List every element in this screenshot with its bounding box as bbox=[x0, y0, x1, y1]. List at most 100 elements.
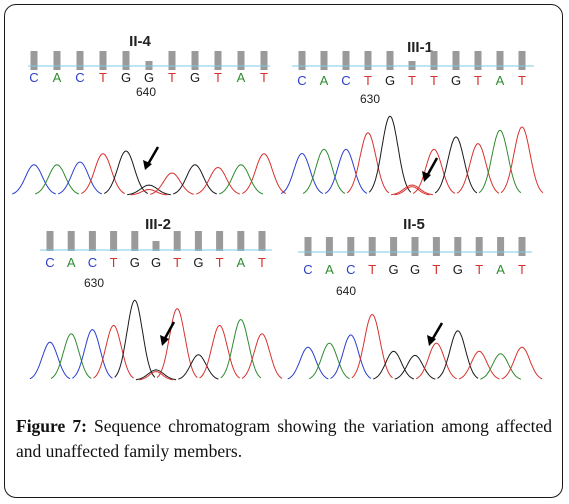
base-letter: G bbox=[193, 255, 203, 270]
base-letter: A bbox=[496, 73, 505, 88]
quality-bar bbox=[194, 231, 202, 251]
base-letter: A bbox=[53, 70, 62, 85]
quality-bar bbox=[237, 231, 245, 251]
position-label: 630 bbox=[84, 276, 104, 290]
base-letter: A bbox=[67, 255, 76, 270]
base-letter: T bbox=[475, 262, 483, 277]
trace-peak bbox=[93, 324, 134, 379]
trace-peak bbox=[241, 333, 283, 379]
position-label: 630 bbox=[360, 92, 380, 106]
trace-peak bbox=[12, 164, 56, 195]
quality-bar bbox=[67, 231, 75, 251]
base-letter: G bbox=[121, 70, 131, 85]
base-letter: T bbox=[518, 262, 526, 277]
base-letter: G bbox=[451, 73, 461, 88]
trace-peak bbox=[330, 334, 372, 379]
trace-peak bbox=[280, 152, 324, 195]
position-label: 640 bbox=[336, 284, 356, 298]
quality-bar bbox=[110, 231, 118, 251]
base-letter: G bbox=[151, 255, 161, 270]
trace-peak bbox=[346, 132, 390, 194]
trace-peak bbox=[415, 342, 457, 380]
trace-peak bbox=[72, 329, 113, 379]
figure-caption: Figure 7: Sequence chromatogram showing … bbox=[16, 414, 552, 464]
quality-bar bbox=[216, 231, 224, 251]
quality-bar bbox=[214, 51, 222, 70]
quality-bar bbox=[518, 237, 526, 256]
trace-peak bbox=[35, 164, 79, 195]
base-letter: T bbox=[518, 73, 526, 88]
arrow-shaft bbox=[425, 157, 439, 177]
quality-bar bbox=[474, 51, 482, 70]
trace-peak bbox=[114, 299, 156, 378]
base-letter: T bbox=[430, 73, 438, 88]
quality-bar bbox=[173, 231, 181, 251]
caption-label: Figure 7: bbox=[16, 416, 87, 436]
trace-peak bbox=[178, 354, 219, 380]
position-label: 640 bbox=[136, 85, 156, 99]
base-letter: T bbox=[168, 70, 176, 85]
base-letter: G bbox=[453, 262, 463, 277]
quality-bar bbox=[320, 51, 328, 70]
quality-bar bbox=[99, 51, 107, 70]
trace-peak bbox=[501, 346, 543, 380]
quality-bar bbox=[260, 51, 268, 70]
trace-peak bbox=[500, 126, 544, 194]
quality-bar bbox=[454, 237, 462, 256]
quality-bar bbox=[88, 231, 96, 251]
base-letter: C bbox=[303, 262, 312, 277]
base-letter: A bbox=[237, 70, 246, 85]
base-letter: C bbox=[341, 73, 350, 88]
quality-bar bbox=[452, 51, 460, 70]
base-letter: T bbox=[99, 70, 107, 85]
arrow-icon bbox=[427, 335, 436, 346]
variant-peak bbox=[138, 371, 174, 381]
arrow-icon bbox=[160, 335, 169, 346]
trace-peak bbox=[324, 148, 368, 194]
chromatogram-trace bbox=[280, 115, 544, 196]
quality-bar bbox=[390, 237, 398, 256]
trace-peak bbox=[368, 115, 412, 193]
quality-bar bbox=[168, 51, 176, 70]
base-letter: A bbox=[236, 255, 245, 270]
panel-title: II-4 bbox=[129, 33, 151, 50]
trace-peak bbox=[127, 184, 171, 196]
arrow-icon bbox=[143, 160, 152, 170]
base-letter: C bbox=[75, 70, 84, 85]
quality-bar bbox=[411, 237, 419, 256]
quality-bar bbox=[298, 51, 306, 70]
base-letter: A bbox=[496, 262, 505, 277]
trace-peak bbox=[412, 148, 456, 194]
arrow-shaft bbox=[162, 321, 176, 341]
base-letter: A bbox=[325, 262, 334, 277]
quality-bar bbox=[152, 241, 160, 251]
trace-peak bbox=[103, 150, 149, 194]
quality-bar bbox=[258, 231, 266, 251]
base-letter: T bbox=[173, 255, 181, 270]
quality-bar bbox=[325, 237, 333, 256]
quality-bar bbox=[347, 237, 355, 256]
quality-bar bbox=[496, 51, 504, 70]
trace-peak bbox=[308, 342, 350, 380]
base-letter: T bbox=[432, 262, 440, 277]
base-letter: T bbox=[110, 255, 118, 270]
base-letter: G bbox=[389, 262, 399, 277]
trace-peak bbox=[302, 148, 346, 194]
trace-peak bbox=[480, 353, 522, 380]
base-letter: C bbox=[346, 262, 355, 277]
trace-peak bbox=[458, 350, 500, 380]
trace-peak bbox=[437, 330, 479, 379]
base-letter: T bbox=[258, 255, 266, 270]
trace-peak bbox=[394, 354, 436, 380]
quality-bar bbox=[191, 51, 199, 70]
variant-peak bbox=[394, 186, 430, 196]
quality-bar bbox=[342, 51, 350, 70]
base-letter: C bbox=[29, 70, 38, 85]
variant-peak bbox=[130, 188, 168, 196]
trace-peak bbox=[199, 324, 240, 379]
quality-bar bbox=[430, 51, 438, 70]
trace-peak bbox=[196, 166, 240, 195]
